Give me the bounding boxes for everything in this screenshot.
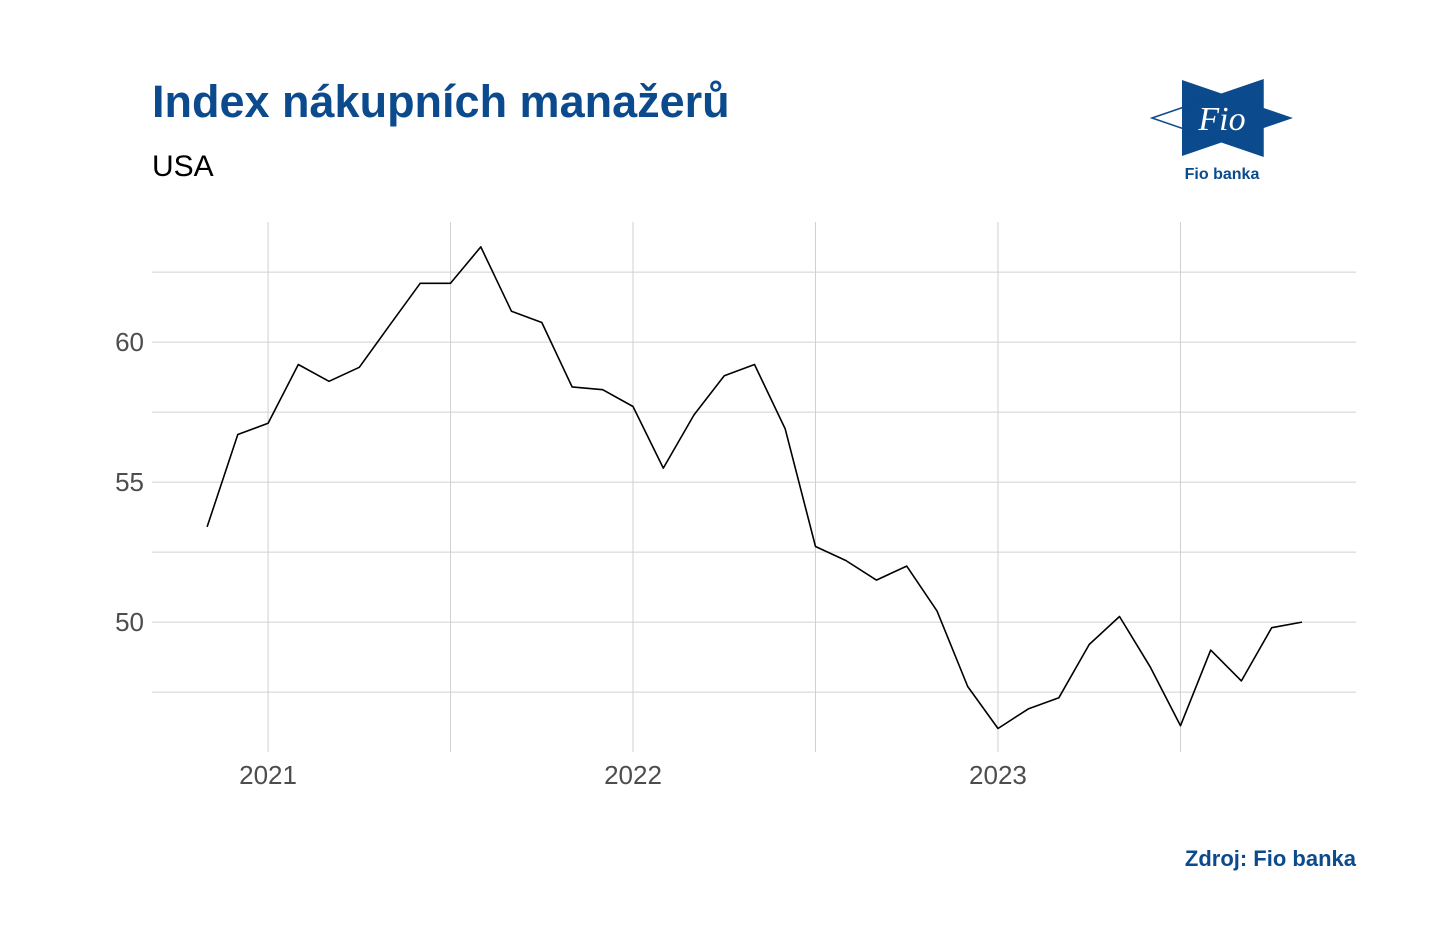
- chart-title: Index nákupních manažerů: [152, 76, 730, 127]
- logo-mark: Fio: [1197, 101, 1245, 138]
- x-tick-label: 2022: [604, 760, 662, 790]
- logo-fill: [1182, 80, 1263, 156]
- logo: Fio Fio banka: [1149, 78, 1293, 183]
- y-tick-label: 50: [115, 607, 144, 637]
- x-tick-label: 2023: [969, 760, 1027, 790]
- y-tick-label: 55: [115, 467, 144, 497]
- logo-name: Fio banka: [1185, 166, 1260, 183]
- chart-subtitle: USA: [152, 150, 214, 183]
- data-line: [206, 246, 1303, 730]
- source: Zdroj: Fio banka: [1185, 846, 1357, 871]
- y-tick-label: 60: [115, 327, 144, 357]
- x-tick-label: 2021: [239, 760, 297, 790]
